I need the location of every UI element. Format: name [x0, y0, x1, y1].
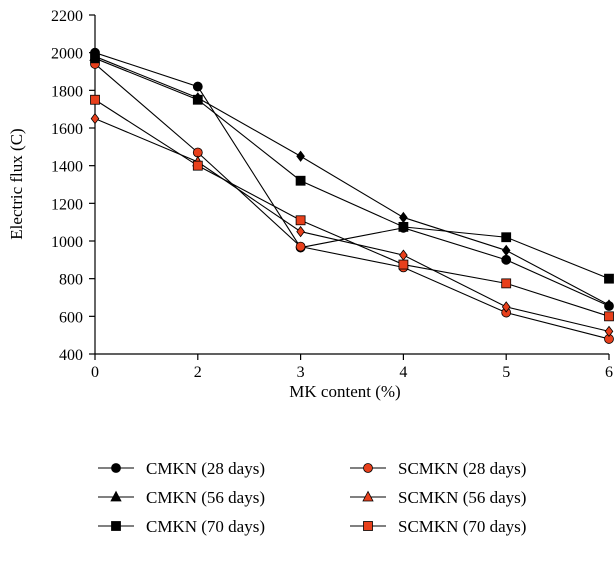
legend-marker: [363, 521, 373, 531]
legend-item: SCMKN (56 days): [350, 488, 526, 507]
legend-item: CMKN (70 days): [98, 517, 265, 536]
data-point: [501, 278, 512, 289]
legend-marker: [110, 490, 122, 502]
data-point: [90, 112, 100, 125]
y-tick-label: 400: [59, 347, 83, 364]
data-point: [296, 225, 305, 238]
y-tick-label: 2200: [51, 8, 83, 25]
legend-label: CMKN (28 days): [146, 459, 265, 478]
y-tick-label: 1000: [51, 234, 83, 251]
x-axis-title: MK content (%): [289, 382, 400, 401]
x-tick-label: 0: [91, 364, 99, 381]
x-axis-ticks: 0 2 3 4 5 6: [91, 354, 613, 381]
legend-marker: [362, 490, 374, 502]
series-line: [94, 99, 610, 317]
data-point: [295, 215, 306, 226]
x-tick-label: 4: [399, 364, 407, 381]
legend-marker: [363, 463, 373, 473]
legend-label: SCMKN (56 days): [398, 488, 526, 507]
y-tick-label: 2000: [51, 46, 83, 63]
series-0: [90, 47, 614, 311]
legend-label: CMKN (70 days): [146, 517, 265, 536]
legend-item: CMKN (56 days): [98, 488, 265, 507]
data-point: [398, 221, 409, 232]
data-point: [604, 325, 614, 338]
legend: CMKN (28 days) SCMKN (28 days) CMKN (56 da…: [98, 459, 526, 536]
y-tick-label: 600: [59, 309, 83, 326]
data-point: [501, 301, 511, 313]
legend-item: SCMKN (28 days): [350, 459, 526, 478]
data-point: [296, 150, 305, 162]
legend-label: SCMKN (28 days): [398, 459, 526, 478]
y-tick-label: 1200: [51, 196, 83, 213]
data-point: [192, 160, 203, 171]
x-tick-label: 3: [297, 364, 305, 381]
series-2: [89, 50, 614, 311]
data-point: [295, 175, 306, 186]
data-point: [192, 81, 203, 92]
series-line: [94, 52, 610, 307]
x-tick-label: 2: [194, 364, 202, 381]
axes: [94, 15, 609, 355]
y-tick-label: 800: [59, 272, 83, 289]
data-point: [399, 249, 408, 261]
series-4: [90, 53, 614, 284]
y-tick-label: 1600: [51, 121, 83, 138]
y-tick-label: 1800: [51, 83, 83, 100]
series-line: [94, 63, 610, 340]
series-5: [90, 94, 614, 322]
x-tick-label: 5: [502, 364, 510, 381]
data-point: [399, 211, 408, 224]
data-point: [192, 94, 203, 105]
series-layer: [89, 47, 614, 344]
legend-marker: [111, 463, 121, 473]
data-point: [90, 94, 100, 105]
series-line: [94, 55, 610, 306]
data-point: [604, 273, 614, 284]
series-1: [90, 59, 614, 344]
data-point: [501, 254, 512, 265]
data-point: [295, 241, 306, 252]
data-point: [501, 244, 511, 257]
legend-marker: [111, 521, 121, 531]
y-tick-label: 1400: [51, 159, 83, 176]
data-point: [398, 259, 409, 270]
legend-label: CMKN (56 days): [146, 488, 265, 507]
legend-item: SCMKN (70 days): [350, 517, 526, 536]
legend-label: SCMKN (70 days): [398, 517, 526, 536]
data-point: [501, 232, 512, 243]
data-point: [90, 53, 100, 64]
data-point: [604, 299, 614, 311]
series-line: [94, 118, 610, 332]
series-line: [94, 57, 610, 280]
legend-item: CMKN (28 days): [98, 459, 265, 478]
y-axis-ticks: 400 600 800 1000 1200 1400 1600 1800 2000 2200: [51, 8, 95, 364]
data-point: [604, 311, 614, 322]
y-axis-title: Electric flux (C): [7, 128, 26, 239]
x-tick-label: 6: [605, 364, 613, 381]
